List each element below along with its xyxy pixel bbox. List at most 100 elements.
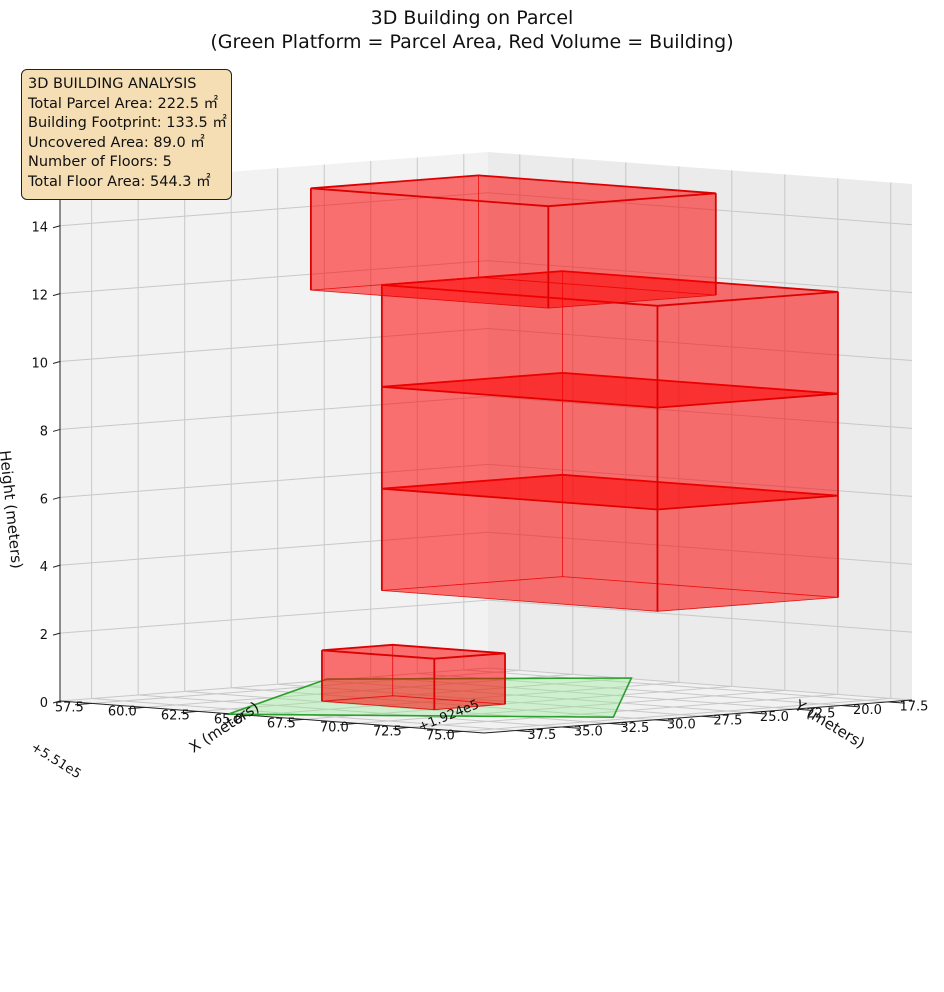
floor-box bbox=[309, 174, 717, 309]
z-tick-label: 12 bbox=[31, 289, 48, 304]
z-tick-label: 14 bbox=[31, 221, 48, 236]
z-tick-label: 6 bbox=[40, 492, 48, 507]
grid-lines bbox=[59, 153, 913, 732]
floor-face-front-y bbox=[321, 649, 435, 711]
z-tick-mark bbox=[52, 632, 61, 636]
y-tick-label: 25.0 bbox=[760, 710, 789, 725]
z-axis-title: Height (meters) bbox=[0, 449, 26, 569]
x-tick-mark bbox=[393, 726, 410, 730]
grid-line-z-side bbox=[59, 395, 489, 430]
building-analysis-box: 3D BUILDING ANALYSIS Total Parcel Area: … bbox=[21, 69, 232, 200]
chart-title-block: 3D Building on Parcel (Green Platform = … bbox=[0, 6, 944, 54]
grid-line-z-back bbox=[487, 463, 913, 497]
floor-box bbox=[380, 270, 839, 409]
y-tick-mark bbox=[887, 701, 905, 704]
y-tick-mark bbox=[748, 712, 766, 715]
floor-area-text: Total Floor Area: 544.3 ㎡ bbox=[28, 173, 211, 190]
floor-box bbox=[321, 643, 506, 711]
grid-line-z-back bbox=[487, 192, 913, 226]
x-tick-mark bbox=[234, 714, 251, 718]
floor-face-front-x bbox=[547, 192, 717, 309]
z-tick-mark bbox=[52, 564, 61, 568]
building-volume bbox=[309, 174, 839, 711]
z-tick-label: 0 bbox=[40, 696, 48, 711]
z-tick-mark bbox=[52, 428, 61, 432]
x-tick-mark bbox=[128, 706, 145, 710]
analysis-heading: 3D BUILDING ANALYSIS bbox=[28, 76, 197, 92]
z-tick-mark bbox=[52, 496, 61, 500]
grid-line-y-floor bbox=[324, 680, 749, 714]
y-axis-line bbox=[483, 699, 913, 734]
x-tick-mark bbox=[287, 718, 304, 722]
y-tick-label: 27.5 bbox=[713, 714, 742, 729]
grid-line-z-back bbox=[487, 667, 913, 701]
x-tick-label: 67.5 bbox=[267, 717, 296, 732]
x-tick-label: 75.0 bbox=[426, 729, 455, 744]
grid-line-y-floor bbox=[231, 687, 656, 721]
grid-line-y-floor bbox=[184, 690, 609, 724]
z-tick-label: 8 bbox=[40, 424, 48, 439]
grid-line-y-floor bbox=[138, 694, 563, 728]
grid-line-z-back bbox=[487, 395, 913, 429]
grid-line-z-back bbox=[487, 599, 913, 633]
grid-line-z-side bbox=[59, 667, 489, 702]
floor-count-text: Number of Floors: 5 bbox=[28, 154, 172, 171]
z-tick-mark bbox=[52, 293, 61, 297]
x-tick-mark bbox=[181, 710, 198, 714]
parcel-platform bbox=[227, 677, 633, 719]
z-tick-mark bbox=[52, 225, 61, 229]
grid-line-z-side bbox=[59, 463, 489, 498]
y-tick-mark bbox=[562, 726, 580, 729]
z-tick-label: 2 bbox=[40, 628, 48, 643]
chart-title: 3D Building on Parcel bbox=[370, 7, 574, 29]
grid-line-z-side bbox=[59, 192, 489, 227]
grid-line-z-back bbox=[487, 328, 913, 362]
y-tick-label: 20.0 bbox=[853, 703, 882, 718]
grid-line-z-side bbox=[59, 328, 489, 363]
grid-line-z-back bbox=[487, 531, 913, 565]
x-tick-mark bbox=[340, 722, 357, 726]
axes bbox=[52, 185, 913, 734]
x-tick-label: 62.5 bbox=[161, 709, 190, 724]
parcel-area-text: Total Parcel Area: 222.5 ㎡ bbox=[28, 95, 219, 112]
y-tick-label: 22.5 bbox=[806, 707, 835, 722]
x-tick-label: 72.5 bbox=[373, 725, 402, 740]
floor-face-front-x bbox=[657, 291, 839, 409]
y-tick-label: 30.0 bbox=[667, 717, 696, 732]
z-tick-label: 10 bbox=[31, 357, 48, 372]
y-offset-label: +5.51e5 bbox=[28, 740, 84, 782]
grid-line-z-side bbox=[59, 260, 489, 295]
chart-subtitle: (Green Platform = Parcel Area, Red Volum… bbox=[210, 31, 734, 53]
y-tick-mark bbox=[515, 730, 533, 733]
z-tick-label: 4 bbox=[40, 560, 48, 575]
x-tick-label: 70.0 bbox=[320, 721, 349, 736]
y-tick-mark bbox=[701, 715, 719, 718]
x-tick-mark bbox=[75, 702, 92, 706]
uncovered-area-text: Uncovered Area: 89.0 ㎡ bbox=[28, 134, 205, 151]
y-tick-label: 32.5 bbox=[620, 721, 649, 736]
floor-face-front-x bbox=[657, 495, 839, 612]
floor-face-front-y bbox=[310, 187, 549, 309]
x-tick-label: 60.0 bbox=[108, 705, 137, 720]
floor-top-outline bbox=[310, 174, 716, 208]
y-tick-mark bbox=[655, 719, 673, 722]
x-tick-mark bbox=[446, 730, 463, 734]
y-tick-label: 35.0 bbox=[574, 724, 603, 739]
grid-line-y-floor bbox=[463, 669, 888, 703]
x-axis-line bbox=[59, 700, 485, 734]
x-tick-label: 57.5 bbox=[55, 701, 84, 716]
y-tick-mark bbox=[608, 722, 626, 726]
y-tick-mark bbox=[841, 704, 859, 708]
z-tick-mark bbox=[52, 700, 61, 704]
grid-line-z-back bbox=[487, 260, 913, 294]
grid-line-z-side bbox=[59, 531, 489, 566]
x-tick-label: 65.0 bbox=[214, 713, 243, 728]
footprint-text: Building Footprint: 133.5 ㎡ bbox=[28, 115, 227, 132]
parcel-polygon bbox=[227, 677, 633, 719]
grid-line-y-floor bbox=[370, 676, 795, 710]
floor-face-front-x bbox=[657, 393, 839, 510]
floor-top-outline bbox=[321, 643, 506, 660]
grid-line-z-side bbox=[59, 599, 489, 634]
y-tick-mark bbox=[794, 708, 812, 711]
